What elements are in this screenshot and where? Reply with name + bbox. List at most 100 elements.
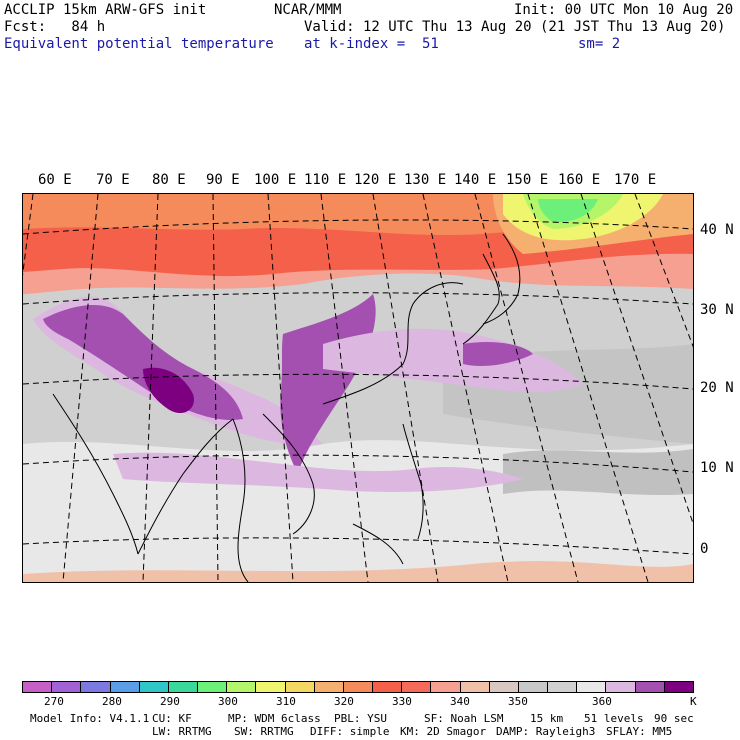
footer-info: Model Info: V4.1.1 <box>30 712 150 725</box>
legend-swatch <box>52 682 82 692</box>
legend-swatch <box>168 682 199 692</box>
lon-label: 170 E <box>614 172 657 188</box>
init-time: Init: 00 UTC Mon 10 Aug 20 <box>514 2 734 18</box>
lon-label: 70 E <box>96 172 130 188</box>
legend-unit: K <box>690 695 697 708</box>
legend-swatch <box>314 682 344 692</box>
legend-swatch <box>664 682 693 692</box>
indochina-coast <box>232 418 249 582</box>
legend-swatch <box>198 682 228 692</box>
latitude-line <box>23 373 693 390</box>
lon-label: 90 E <box>206 172 240 188</box>
footer-info: DAMP: Rayleigh3 <box>496 725 596 738</box>
longitude-line <box>580 194 693 525</box>
lat-label: 10 N <box>700 460 734 476</box>
legend-swatch <box>548 682 578 692</box>
footer-info: SF: Noah LSM <box>424 712 504 725</box>
lon-label: 120 E <box>354 172 397 188</box>
longitude-line <box>527 194 649 582</box>
india-east-coast <box>137 418 234 555</box>
longitude-line <box>23 194 34 276</box>
longitude-line <box>372 194 439 582</box>
legend-swatch <box>635 682 665 692</box>
footer-info: SFLAY: MM5 <box>606 725 673 738</box>
legend-swatch <box>460 682 490 692</box>
footer-info: KM: 2D Smagor <box>400 725 487 738</box>
longitude-line <box>267 194 294 582</box>
lon-label: 60 E <box>38 172 72 188</box>
lat-label: 20 N <box>700 380 734 396</box>
coastlines <box>52 233 521 582</box>
legend-tick-label: 320 <box>334 695 354 708</box>
vietnam-coast <box>262 413 315 535</box>
field-band-purple <box>43 304 243 420</box>
legend-swatch <box>343 682 374 692</box>
footer-info: CU: KF <box>152 712 192 725</box>
longitude-line <box>142 194 159 582</box>
footer-info: SW: RRTMG <box>234 725 294 738</box>
longitude-line <box>422 194 509 582</box>
model-title: ACCLIP 15km ARW-GFS init <box>4 2 207 18</box>
field-band-grey <box>503 449 693 496</box>
legend-swatch <box>285 682 315 692</box>
lat-label: 40 N <box>700 222 734 238</box>
footer-info: MP: WDM 6class <box>228 712 321 725</box>
legend-tick-label: 340 <box>450 695 470 708</box>
field-band-green <box>538 199 598 223</box>
india-west-coast <box>52 393 139 555</box>
china-coast <box>322 282 464 405</box>
legend-swatch <box>431 682 461 692</box>
lon-label: 150 E <box>506 172 549 188</box>
field-band-purple <box>463 342 533 366</box>
legend-swatch <box>81 682 111 692</box>
lat-label: 30 N <box>700 302 734 318</box>
footer-info: 90 sec <box>654 712 694 725</box>
field-band-dark-purple <box>143 367 194 414</box>
borneo-coast <box>352 523 404 565</box>
lon-label: 140 E <box>454 172 497 188</box>
footer-info: 15 km <box>530 712 564 725</box>
latitude-line <box>23 537 693 555</box>
legend-swatch <box>402 682 432 692</box>
philippines-coast <box>402 423 424 540</box>
legend-swatch <box>227 682 257 692</box>
legend-swatch <box>373 682 403 692</box>
map-panel <box>22 193 694 583</box>
footer-info: LW: RRTMG <box>152 725 212 738</box>
legend-tick-label: 270 <box>44 695 64 708</box>
latitude-line <box>23 292 693 305</box>
longitude-line <box>474 194 579 582</box>
legend-tick-label: 310 <box>276 695 296 708</box>
lon-label: 160 E <box>558 172 601 188</box>
valid-time: Valid: 12 UTC Thu 13 Aug 20 (21 JST Thu … <box>304 19 726 35</box>
graticule <box>23 194 693 582</box>
theta-e-field <box>23 194 693 582</box>
smoothing-label: sm= 2 <box>578 36 621 52</box>
level-label: at k-index = 51 <box>304 36 439 52</box>
lat-label: 0 <box>700 541 709 557</box>
footer-info: PBL: YSU <box>334 712 387 725</box>
color-legend <box>22 681 694 693</box>
legend-swatch <box>577 682 607 692</box>
legend-tick-label: 360 <box>592 695 612 708</box>
legend-swatch <box>23 682 53 692</box>
organization-label: NCAR/MMM <box>274 2 342 18</box>
lon-label: 100 E <box>254 172 297 188</box>
legend-swatch <box>518 682 549 692</box>
field-name: Equivalent potential temperature <box>4 36 274 52</box>
longitude-line <box>212 194 219 582</box>
forecast-hour: Fcst: 84 h <box>4 19 106 35</box>
legend-tick-label: 330 <box>392 695 412 708</box>
legend-swatch <box>110 682 140 692</box>
korea-japan-coast <box>462 253 500 345</box>
legend-swatch <box>489 682 519 692</box>
longitude-line <box>62 194 99 582</box>
lon-label: 130 E <box>404 172 447 188</box>
legend-tick-label: 350 <box>508 695 528 708</box>
japan-coast <box>482 233 521 325</box>
footer-info: 51 levels <box>584 712 644 725</box>
legend-swatch <box>139 682 169 692</box>
longitude-line <box>320 194 369 582</box>
latitude-line <box>23 454 693 473</box>
legend-swatch <box>606 682 636 692</box>
